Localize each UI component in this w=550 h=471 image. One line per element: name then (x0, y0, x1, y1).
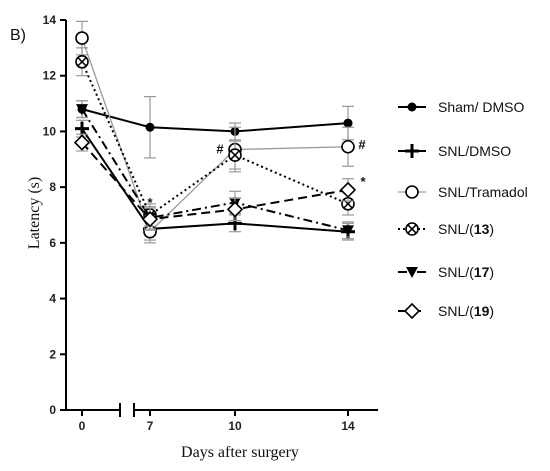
data-point (75, 54, 89, 69)
x-tick-label: 14 (341, 419, 355, 433)
data-point (76, 104, 88, 116)
y-tick-label: 6 (49, 236, 56, 250)
legend-item: SNL/Tramadol (398, 184, 528, 200)
y-axis-title: Latency (s) (26, 177, 43, 249)
significance-annotation: * (360, 174, 366, 189)
legend-marker (405, 144, 419, 158)
legend-marker (405, 222, 419, 236)
legend-label: Sham/ DMSO (438, 99, 524, 115)
x-tick-label: 0 (79, 419, 86, 433)
y-tick-label: 4 (49, 292, 56, 306)
y-axis-ticks: 0 2 4 6 8 10 12 14 (43, 13, 66, 417)
series-line (81, 128, 349, 233)
legend-label: SNL/Tramadol (438, 184, 528, 200)
data-point (228, 148, 242, 162)
data-point (342, 225, 354, 237)
legend-marker (403, 302, 421, 320)
legend-label: SNL/(13) (438, 221, 494, 237)
series-line (81, 61, 349, 217)
significance-annotation: * (147, 195, 153, 210)
legend-label: SNL/(17) (438, 264, 494, 280)
series-sham-dmso (76, 96, 354, 159)
legend-item: SNL/(13) (398, 221, 494, 237)
series-line (81, 108, 349, 232)
legend-marker (406, 267, 418, 278)
panel-label: B) (10, 27, 26, 44)
legend-label: SNL/DMSO (438, 143, 511, 159)
y-tick-label: 10 (43, 124, 57, 138)
legend-marker (405, 185, 419, 199)
x-axis-ticks: 0 7 10 14 (79, 410, 355, 433)
legend-item: SNL/(19) (398, 302, 494, 320)
x-tick-label: 7 (147, 419, 154, 433)
series-line (81, 37, 349, 233)
chart-axes (65, 20, 378, 417)
x-tick-label: 10 (228, 419, 242, 433)
y-tick-label: 12 (43, 69, 57, 83)
legend-label: SNL/(19) (438, 303, 494, 319)
series-snl-13-: * (75, 47, 355, 227)
series-line (81, 108, 349, 133)
legend-marker (407, 102, 417, 112)
data-point (75, 31, 89, 45)
data-point (226, 201, 244, 218)
series-snl-19-: * (73, 133, 366, 231)
legend: Sham/ DMSO SNL/DMSO SNL/Tramadol SNL/(13) SN… (398, 99, 528, 320)
data-point (339, 181, 357, 199)
significance-annotation: # (216, 142, 224, 157)
y-tick-label: 14 (43, 13, 57, 27)
data-point (341, 139, 355, 154)
data-point (343, 118, 353, 128)
data-point (141, 211, 159, 228)
legend-item: SNL/(17) (398, 264, 494, 280)
legend-item: Sham/ DMSO (398, 99, 524, 115)
series-layer: # #** (73, 20, 366, 244)
legend-item: SNL/DMSO (398, 143, 511, 159)
y-tick-label: 2 (49, 347, 56, 361)
data-point (75, 121, 89, 136)
series-line (81, 141, 349, 221)
data-point (73, 134, 91, 151)
y-tick-label: 0 (49, 403, 56, 417)
significance-annotation: # (358, 137, 366, 152)
y-tick-label: 8 (49, 180, 56, 194)
x-axis-title: Days after surgery (181, 444, 299, 461)
series-snl-tramadol: # # (75, 20, 366, 244)
data-point (145, 122, 155, 132)
